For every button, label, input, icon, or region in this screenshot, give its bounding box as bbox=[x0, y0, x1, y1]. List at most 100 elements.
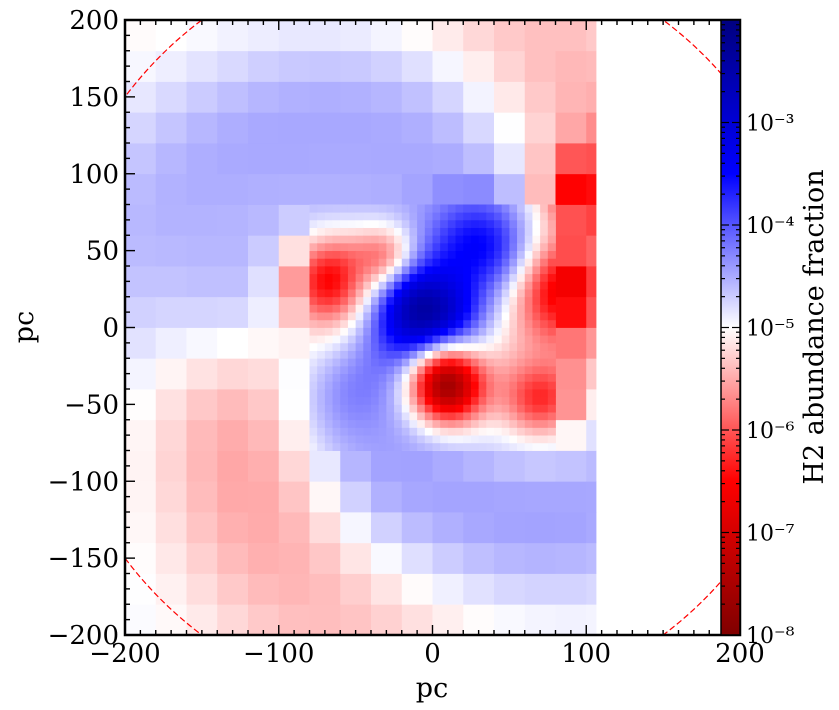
heatmap-cell bbox=[340, 358, 349, 367]
heatmap-cell bbox=[278, 512, 310, 544]
colorbar-tick-label: 10⁻⁶ bbox=[746, 419, 795, 444]
axis-ticks bbox=[124, 19, 741, 636]
heatmap-cell bbox=[186, 604, 218, 635]
y-tick-label: 100 bbox=[69, 160, 119, 190]
heatmap-cell bbox=[440, 396, 449, 405]
heatmap-cell bbox=[432, 312, 441, 321]
heatmap-cell bbox=[340, 427, 349, 436]
heatmap-cell bbox=[317, 204, 326, 213]
heatmap-cell bbox=[447, 389, 456, 398]
heatmap-cell bbox=[494, 242, 503, 252]
heatmap-cell bbox=[355, 304, 364, 313]
y-tick-label: 200 bbox=[69, 6, 119, 36]
y-tick-label: −150 bbox=[48, 544, 119, 574]
heatmap-cell bbox=[125, 143, 157, 175]
heatmap-cell bbox=[478, 442, 487, 451]
heatmap-cell bbox=[586, 296, 597, 328]
heatmap-cell bbox=[355, 212, 364, 221]
heatmap-cell bbox=[470, 419, 480, 428]
heatmap-cell bbox=[409, 273, 418, 282]
heatmap-cell bbox=[494, 319, 503, 328]
heatmap-cell bbox=[547, 242, 556, 252]
heatmap-cell bbox=[509, 258, 518, 267]
heatmap-cell bbox=[355, 381, 364, 390]
heatmap-cell bbox=[417, 427, 426, 436]
heatmap-cell bbox=[401, 419, 410, 428]
heatmap-cell bbox=[347, 358, 357, 367]
heatmap-cell bbox=[248, 112, 280, 144]
heatmap-cell bbox=[394, 412, 403, 421]
heatmap-cell bbox=[532, 396, 541, 405]
heatmap-cell bbox=[355, 435, 364, 444]
heatmap-cell bbox=[371, 342, 380, 351]
heatmap-cell bbox=[509, 419, 518, 428]
heatmap-cell bbox=[217, 358, 249, 390]
heatmap-cell bbox=[378, 273, 387, 282]
heatmap-cell bbox=[586, 112, 597, 144]
heatmap-cell bbox=[447, 427, 456, 436]
heatmap-cell bbox=[440, 381, 449, 390]
heatmap-cell bbox=[394, 442, 403, 451]
heatmap-cell bbox=[324, 435, 333, 444]
heatmap-cell bbox=[540, 404, 549, 413]
heatmap-cell bbox=[409, 435, 418, 444]
heatmap-cell bbox=[347, 389, 357, 398]
heatmap-cell bbox=[547, 266, 556, 275]
heatmap-cell bbox=[394, 396, 403, 405]
heatmap-cell bbox=[463, 173, 495, 205]
heatmap-cell bbox=[401, 250, 410, 259]
heatmap-cell bbox=[340, 404, 349, 413]
heatmap-cell bbox=[547, 358, 556, 367]
heatmap-cell bbox=[340, 373, 349, 382]
heatmap-cell bbox=[532, 312, 541, 321]
heatmap-cell bbox=[409, 235, 418, 244]
heatmap-cell bbox=[547, 373, 556, 382]
heatmap-cell bbox=[363, 381, 372, 390]
heatmap-cell bbox=[394, 312, 403, 321]
heatmap-cell bbox=[501, 404, 510, 413]
heatmap-cell bbox=[463, 204, 472, 213]
heatmap-cell bbox=[540, 327, 549, 336]
heatmap-cell bbox=[386, 350, 395, 359]
heatmap-cell bbox=[486, 358, 495, 367]
heatmap-cell bbox=[517, 319, 526, 328]
heatmap-cell bbox=[347, 227, 357, 236]
heatmap-cell bbox=[547, 212, 556, 221]
heatmap-cell bbox=[378, 381, 387, 390]
heatmap-cell bbox=[371, 250, 380, 259]
heatmap-cell bbox=[470, 289, 480, 298]
y-tick-label: −200 bbox=[48, 621, 119, 651]
heatmap-cell bbox=[401, 143, 433, 175]
heatmap-cell bbox=[424, 219, 433, 228]
heatmap-cell bbox=[324, 373, 333, 382]
heatmap-cell bbox=[371, 542, 403, 574]
heatmap-cell bbox=[309, 342, 318, 351]
heatmap-cell bbox=[432, 442, 441, 451]
heatmap-cell bbox=[524, 381, 533, 390]
heatmap-cell bbox=[324, 296, 333, 305]
heatmap-cell bbox=[401, 50, 433, 82]
heatmap-cell bbox=[517, 250, 526, 259]
heatmap-cell bbox=[524, 512, 556, 544]
heatmap-cell bbox=[355, 389, 364, 398]
heatmap-cell bbox=[470, 358, 480, 367]
heatmap-cell bbox=[440, 242, 449, 252]
heatmap-cell bbox=[363, 327, 372, 336]
heatmap-cell bbox=[355, 250, 364, 259]
heatmap-cell bbox=[547, 289, 556, 298]
heatmap-cell bbox=[378, 266, 387, 275]
heatmap-cell bbox=[309, 212, 318, 221]
heatmap-cell bbox=[347, 273, 357, 282]
heatmap-cell bbox=[155, 542, 187, 574]
heatmap-cell bbox=[332, 396, 341, 405]
heatmap-cell bbox=[347, 427, 357, 436]
heatmap-cell bbox=[332, 389, 341, 398]
heatmap-cell bbox=[417, 342, 426, 351]
heatmap-cell bbox=[309, 235, 318, 244]
heatmap-cell bbox=[424, 281, 433, 290]
heatmap-cell bbox=[509, 389, 518, 398]
heatmap-cell bbox=[317, 289, 326, 298]
heatmap-cell bbox=[586, 604, 597, 635]
heatmap-cell bbox=[371, 365, 380, 375]
heatmap-cell bbox=[340, 335, 349, 344]
